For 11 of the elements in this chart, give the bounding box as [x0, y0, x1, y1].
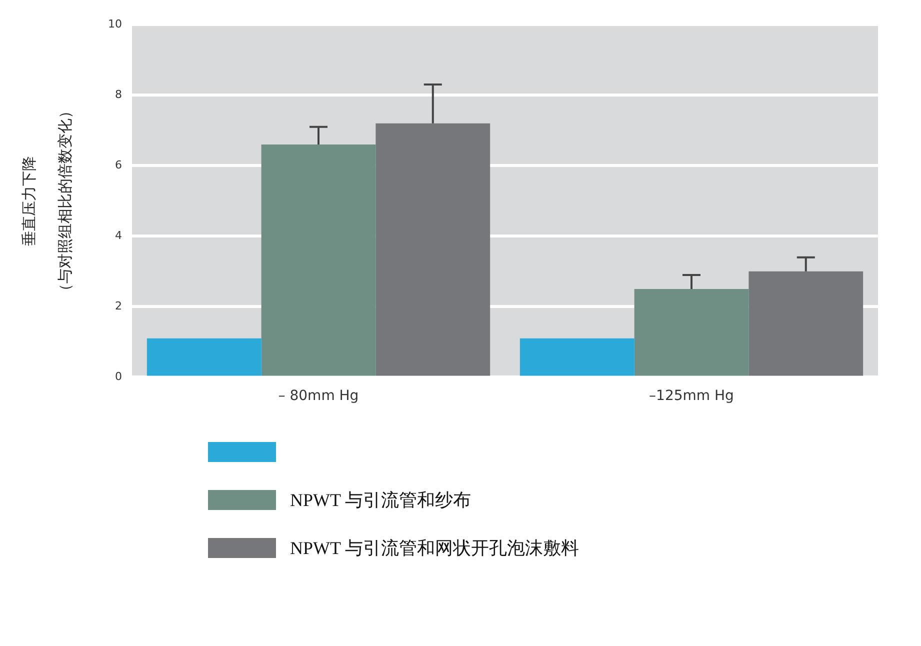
x-tick-label: – 80mm Hg [278, 388, 359, 404]
y-tick-label: 8 [114, 88, 122, 101]
y-tick-label: 4 [114, 229, 122, 242]
text: 垂直压力下降（与对照组相比的倍数变化） [20, 103, 74, 298]
y-tick-label: 2 [114, 300, 122, 313]
y-tick-label: 10 [108, 17, 122, 30]
legend-label: NPWT 与引流管和网状开孔泡沫敷料 [290, 537, 580, 560]
x-tick-label: –125mm Hg [649, 388, 734, 404]
y-tick-label: 0 [114, 370, 122, 384]
y-tick-label: 6 [114, 158, 122, 172]
legend-label: NPWT 与引流管和纱布 [290, 489, 472, 512]
